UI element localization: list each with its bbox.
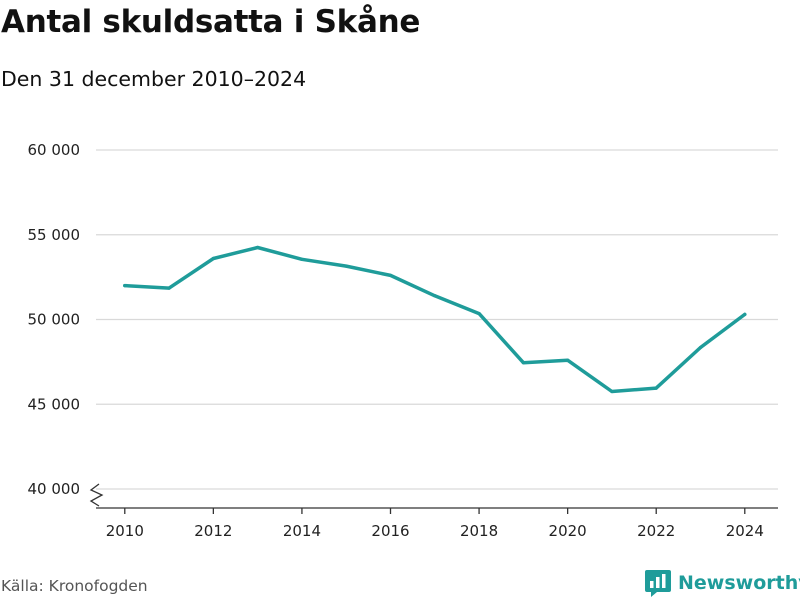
x-tick-label: 2012 bbox=[194, 522, 232, 540]
x-tick-label: 2022 bbox=[637, 522, 675, 540]
y-tick-label: 50 000 bbox=[28, 311, 81, 329]
data-point bbox=[743, 312, 747, 317]
data-point bbox=[566, 358, 570, 362]
data-point bbox=[167, 286, 171, 290]
brand-name: Newsworthy bbox=[678, 572, 800, 594]
axis-break-icon bbox=[89, 483, 104, 507]
data-point bbox=[433, 294, 437, 298]
grid-lines bbox=[96, 149, 778, 490]
chart-subtitle: Den 31 december 2010–2024 bbox=[1, 67, 307, 91]
y-tick-label: 40 000 bbox=[28, 480, 81, 498]
data-point bbox=[211, 256, 215, 261]
y-tick-label: 60 000 bbox=[28, 141, 81, 159]
data-point bbox=[388, 273, 393, 278]
data-point bbox=[344, 264, 348, 268]
x-tick-label: 2020 bbox=[549, 522, 587, 540]
x-axis bbox=[96, 507, 778, 514]
source-note: Källa: Kronofogden bbox=[1, 577, 148, 595]
x-tick-label: 2024 bbox=[726, 522, 764, 540]
data-point bbox=[256, 245, 260, 250]
x-axis-tick-labels: 2010 2012 2014 2016 2018 2020 2022 2024 bbox=[106, 522, 764, 540]
bar-chart-speech-bubble-icon bbox=[645, 570, 671, 597]
data-point bbox=[477, 311, 481, 316]
y-tick-label: 55 000 bbox=[28, 226, 81, 244]
x-tick-label: 2014 bbox=[283, 522, 321, 540]
data-point bbox=[521, 361, 525, 365]
x-tick-label: 2018 bbox=[460, 522, 498, 540]
data-point bbox=[610, 389, 614, 394]
x-tick-label: 2016 bbox=[371, 522, 409, 540]
y-tick-label: 45 000 bbox=[28, 395, 81, 413]
data-point bbox=[300, 257, 304, 261]
x-tick-label: 2010 bbox=[106, 522, 144, 540]
data-point bbox=[123, 284, 127, 288]
brand-logo: Newsworthy bbox=[644, 568, 800, 598]
chart-title: Antal skuldsatta i Skåne bbox=[1, 4, 421, 40]
axis-break-zigzag bbox=[89, 483, 104, 507]
y-axis-tick-labels: 40 000 45 000 50 000 55 000 60 000 bbox=[28, 141, 81, 498]
data-point bbox=[698, 345, 703, 350]
data-point bbox=[654, 386, 658, 390]
series-layer bbox=[123, 245, 747, 394]
